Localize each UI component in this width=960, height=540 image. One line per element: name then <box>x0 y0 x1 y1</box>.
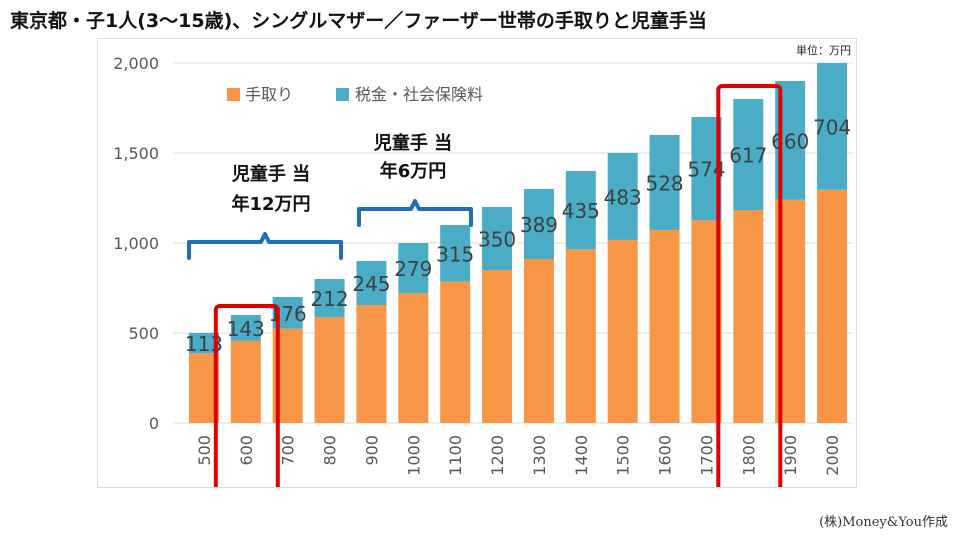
data-label: 617 <box>729 144 767 168</box>
annotation-line2: 年6万円 <box>380 160 447 182</box>
annotation-brace <box>187 232 343 260</box>
credit-text: (株)Money&You作成 <box>819 515 948 530</box>
data-label: 704 <box>813 115 851 139</box>
y-tick-label: 1,000 <box>113 234 159 253</box>
data-label: 389 <box>520 213 558 237</box>
x-tick-label: 1200 <box>488 435 507 476</box>
data-label: 660 <box>771 129 809 153</box>
bar-segment-take-home <box>817 189 848 423</box>
x-tick-label: 500 <box>195 435 214 466</box>
x-tick-label: 1700 <box>697 435 716 476</box>
bar-segment-tax <box>482 207 513 270</box>
y-tick-label: 2,000 <box>113 54 159 73</box>
bar-segment-tax <box>356 261 387 306</box>
bar-segment-tax <box>817 63 848 190</box>
x-tick-label: 1400 <box>572 435 591 476</box>
x-tick-label: 2000 <box>823 435 842 476</box>
bar-segment-tax <box>398 243 429 294</box>
highlight-box <box>213 304 280 487</box>
x-tick-label: 1500 <box>614 435 633 476</box>
x-tick-label: 600 <box>237 435 256 466</box>
bar-segment-tax <box>565 171 596 250</box>
x-tick-label: 1000 <box>404 435 423 476</box>
legend-swatch-tax <box>336 88 349 101</box>
chart-title: 東京都・子1人(3〜15歳)、シングルマザー／ファーザー世帯の手取りと児童手当 <box>10 10 707 32</box>
bar-segment-tax <box>607 153 638 240</box>
y-tick-label: 0 <box>149 414 159 433</box>
bar-segment-take-home <box>230 340 261 423</box>
data-label: 279 <box>394 257 432 281</box>
bar-segment-take-home <box>398 293 429 423</box>
x-tick-label: 1100 <box>446 435 465 476</box>
legend-label-tax: 税金・社会保険料 <box>355 85 483 104</box>
y-tick-label: 1,500 <box>113 144 159 163</box>
x-tick-label: 900 <box>362 435 381 466</box>
x-tick-label: 1900 <box>781 435 800 476</box>
bar-segment-tax <box>230 315 261 341</box>
bar-segment-take-home <box>607 239 638 423</box>
bar-segment-tax <box>314 279 345 318</box>
bar-segment-take-home <box>733 210 764 423</box>
data-label: 350 <box>478 228 516 252</box>
bar-segment-take-home <box>440 281 471 423</box>
y-tick-label: 500 <box>128 324 159 343</box>
legend-swatch-take-home <box>227 88 240 101</box>
data-label: 143 <box>227 317 265 341</box>
bar-segment-take-home <box>482 270 513 423</box>
data-label: 528 <box>645 172 683 196</box>
data-label: 483 <box>604 185 642 209</box>
bar-segment-tax <box>440 225 471 282</box>
bar-segment-tax <box>733 99 764 211</box>
data-label: 245 <box>352 272 390 296</box>
data-label: 435 <box>562 199 600 223</box>
x-tick-label: 1600 <box>656 435 675 476</box>
bar-segment-take-home <box>356 305 387 423</box>
chart-frame: 0 500 1,000 1,500 2,000 単位：万円 113 143 176 212 245 2… <box>97 38 857 488</box>
unit-label: 単位：万円 <box>796 43 851 57</box>
data-label: 212 <box>310 287 348 311</box>
bar-segment-take-home <box>565 249 596 423</box>
annotation-line1: 児童手 当 <box>373 132 452 154</box>
x-tick-label: 700 <box>279 435 298 466</box>
annotation-line1: 児童手 当 <box>231 163 310 185</box>
bar-segment-take-home <box>649 230 680 423</box>
bar-segment-take-home <box>523 259 554 423</box>
stacked-bar-chart: 05001,0001,5002,000単位：万円1131431762122452… <box>113 43 853 487</box>
x-tick-label: 1800 <box>739 435 758 476</box>
annotation-line2: 年12万円 <box>231 193 310 215</box>
x-tick-label: 1300 <box>530 435 549 476</box>
legend-label-take-home: 手取り <box>245 85 293 104</box>
bar-segment-tax <box>649 135 680 231</box>
bar-segment-take-home <box>314 317 345 423</box>
bar-segment-tax <box>523 189 554 260</box>
bar-segment-tax <box>188 333 219 354</box>
data-label: 315 <box>436 242 474 266</box>
highlight-box <box>716 84 783 487</box>
annotation-brace <box>357 199 473 227</box>
x-tick-label: 800 <box>321 435 340 466</box>
